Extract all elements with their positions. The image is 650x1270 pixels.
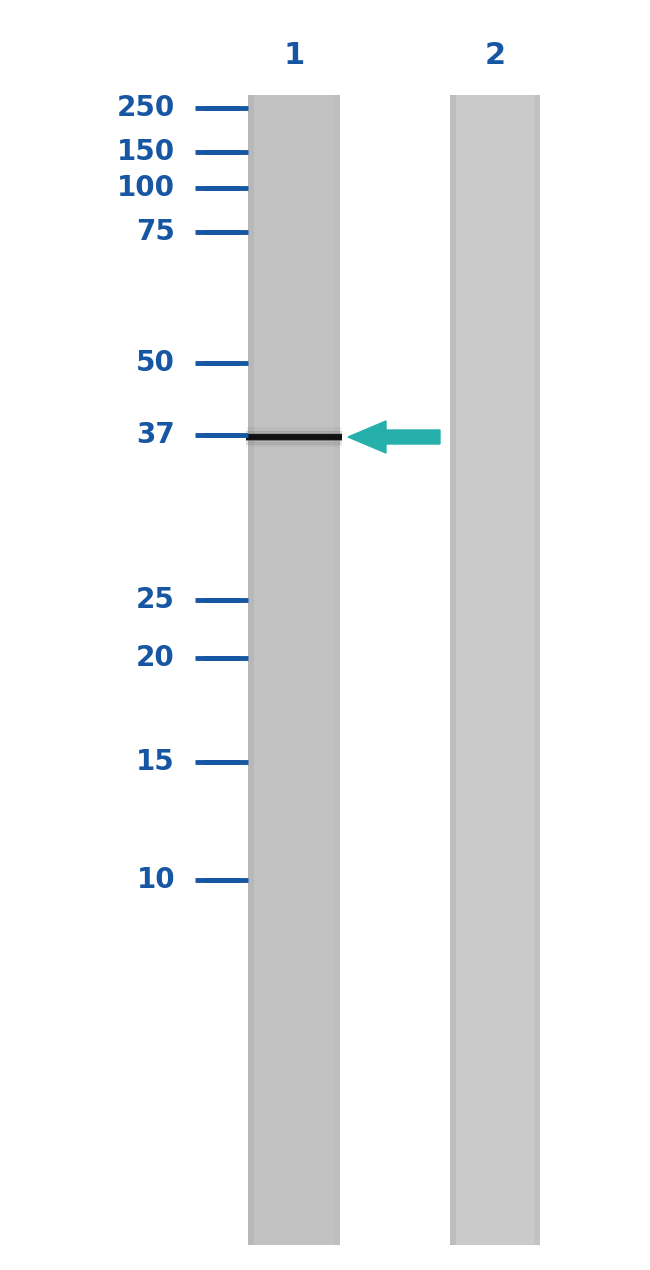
Text: 150: 150 [117, 138, 175, 166]
Text: 25: 25 [136, 585, 175, 613]
Bar [246, 431, 342, 436]
Text: 2: 2 [484, 41, 506, 70]
Text: 50: 50 [136, 349, 175, 377]
Bar [450, 95, 456, 1245]
Text: 250: 250 [117, 94, 175, 122]
Bar [246, 427, 342, 432]
Bar [248, 95, 254, 1245]
Text: 15: 15 [136, 748, 175, 776]
FancyArrow shape [348, 420, 440, 453]
Bar [246, 439, 342, 444]
Text: 37: 37 [136, 420, 175, 450]
Bar [248, 95, 340, 1245]
Bar [534, 95, 540, 1245]
Bar [450, 95, 540, 1245]
Text: 75: 75 [136, 218, 175, 246]
Text: 1: 1 [283, 41, 305, 70]
Bar [246, 442, 342, 447]
Text: 100: 100 [117, 174, 175, 202]
Text: 10: 10 [136, 866, 175, 894]
Text: 20: 20 [136, 644, 175, 672]
Bar [334, 95, 340, 1245]
Bar [246, 434, 342, 439]
